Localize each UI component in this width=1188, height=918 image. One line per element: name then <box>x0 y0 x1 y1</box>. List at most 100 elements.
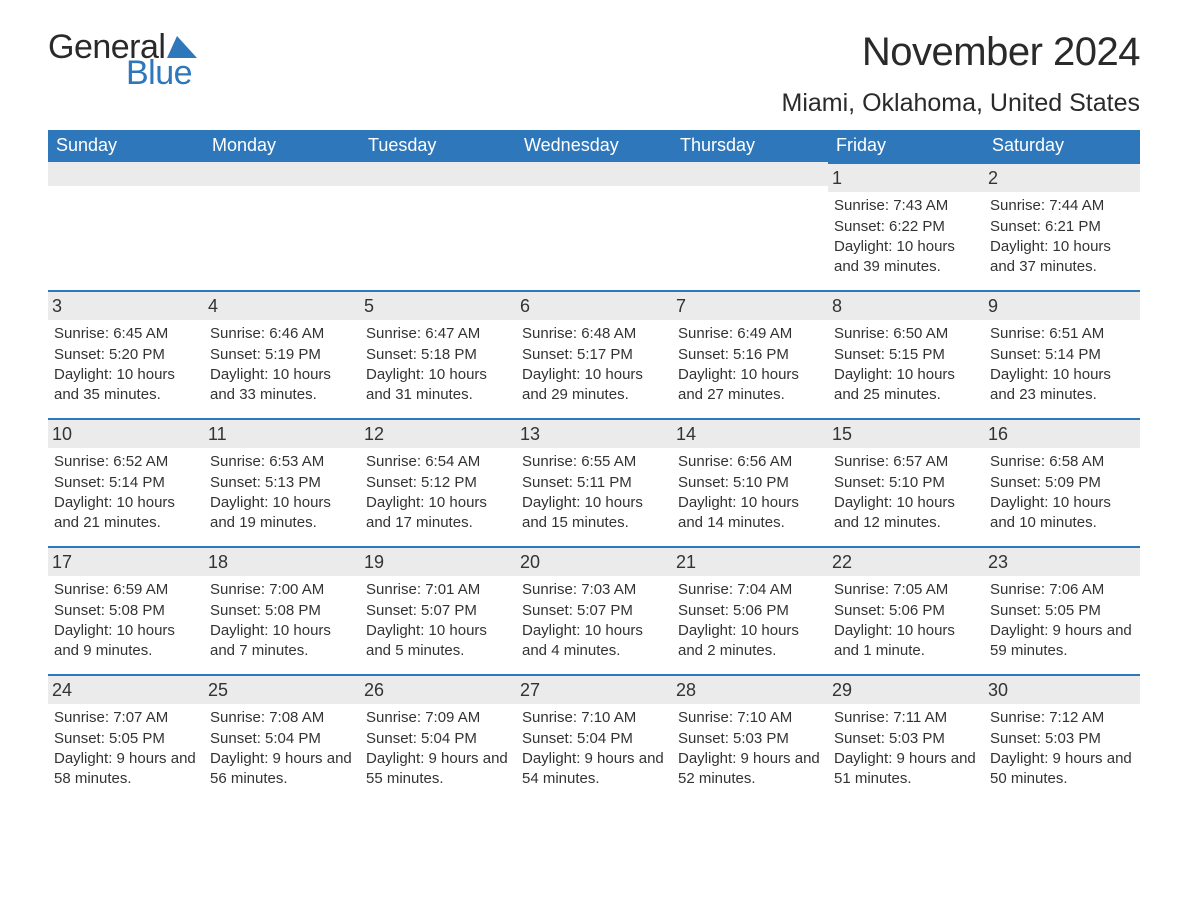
weekday-header: Tuesday <box>360 130 516 162</box>
sunrise-line: Sunrise: 7:05 AM <box>834 580 978 600</box>
day-number: 4 <box>204 290 360 320</box>
daylight-line: Daylight: 10 hours and 1 minute. <box>834 621 978 662</box>
calendar-day-cell: 18Sunrise: 7:00 AMSunset: 5:08 PMDayligh… <box>204 546 360 674</box>
calendar-day-cell: 3Sunrise: 6:45 AMSunset: 5:20 PMDaylight… <box>48 290 204 418</box>
calendar-empty-cell <box>48 162 204 290</box>
daylight-line: Daylight: 10 hours and 31 minutes. <box>366 365 510 406</box>
sunrise-line: Sunrise: 7:44 AM <box>990 196 1134 216</box>
daylight-line: Daylight: 9 hours and 59 minutes. <box>990 621 1134 662</box>
sunset-line: Sunset: 5:16 PM <box>678 345 822 365</box>
calendar-empty-cell <box>672 162 828 290</box>
calendar-empty-cell <box>360 162 516 290</box>
daylight-line: Daylight: 10 hours and 17 minutes. <box>366 493 510 534</box>
sunrise-line: Sunrise: 6:52 AM <box>54 452 198 472</box>
calendar-day-cell: 6Sunrise: 6:48 AMSunset: 5:17 PMDaylight… <box>516 290 672 418</box>
day-number: 14 <box>672 418 828 448</box>
sunset-line: Sunset: 6:22 PM <box>834 217 978 237</box>
sunset-line: Sunset: 5:03 PM <box>834 729 978 749</box>
calendar-day-cell: 11Sunrise: 6:53 AMSunset: 5:13 PMDayligh… <box>204 418 360 546</box>
day-number: 11 <box>204 418 360 448</box>
calendar-day-cell: 27Sunrise: 7:10 AMSunset: 5:04 PMDayligh… <box>516 674 672 802</box>
sunset-line: Sunset: 5:07 PM <box>522 601 666 621</box>
calendar-day-cell: 5 Sunrise: 6:47 AMSunset: 5:18 PMDaylight… <box>360 290 516 418</box>
sunrise-line: Sunrise: 7:07 AM <box>54 708 198 728</box>
day-number: 26 <box>360 674 516 704</box>
daylight-line: Daylight: 10 hours and 14 minutes. <box>678 493 822 534</box>
calendar-week-row: 3Sunrise: 6:45 AMSunset: 5:20 PMDaylight… <box>48 290 1140 418</box>
calendar-day-cell: 17Sunrise: 6:59 AMSunset: 5:08 PMDayligh… <box>48 546 204 674</box>
day-number: 5 <box>360 290 516 320</box>
sunset-line: Sunset: 5:05 PM <box>990 601 1134 621</box>
empty-day-bar <box>360 162 516 186</box>
daylight-line: Daylight: 9 hours and 54 minutes. <box>522 749 666 790</box>
sunrise-line: Sunrise: 7:06 AM <box>990 580 1134 600</box>
empty-day-bar <box>204 162 360 186</box>
calendar-week-row: 1Sunrise: 7:43 AMSunset: 6:22 PMDaylight… <box>48 162 1140 290</box>
sunrise-line: Sunrise: 6:57 AM <box>834 452 978 472</box>
calendar-day-cell: 1Sunrise: 7:43 AMSunset: 6:22 PMDaylight… <box>828 162 984 290</box>
day-number: 10 <box>48 418 204 448</box>
sunset-line: Sunset: 5:03 PM <box>990 729 1134 749</box>
sunrise-line: Sunrise: 6:53 AM <box>210 452 354 472</box>
daylight-line: Daylight: 9 hours and 58 minutes. <box>54 749 198 790</box>
sunrise-line: Sunrise: 6:47 AM <box>366 324 510 344</box>
weekday-header: Thursday <box>672 130 828 162</box>
daylight-line: Daylight: 10 hours and 29 minutes. <box>522 365 666 406</box>
weekday-header: Wednesday <box>516 130 672 162</box>
day-number: 25 <box>204 674 360 704</box>
sunrise-line: Sunrise: 6:51 AM <box>990 324 1134 344</box>
calendar-day-cell: 24Sunrise: 7:07 AMSunset: 5:05 PMDayligh… <box>48 674 204 802</box>
sunset-line: Sunset: 5:06 PM <box>678 601 822 621</box>
brand-word-2: Blue <box>126 56 197 90</box>
calendar-day-cell: 4Sunrise: 6:46 AMSunset: 5:19 PMDaylight… <box>204 290 360 418</box>
sunrise-line: Sunrise: 6:46 AM <box>210 324 354 344</box>
sunrise-line: Sunrise: 6:56 AM <box>678 452 822 472</box>
calendar-day-cell: 19Sunrise: 7:01 AMSunset: 5:07 PMDayligh… <box>360 546 516 674</box>
calendar-week-row: 17Sunrise: 6:59 AMSunset: 5:08 PMDayligh… <box>48 546 1140 674</box>
sunset-line: Sunset: 5:18 PM <box>366 345 510 365</box>
sunrise-line: Sunrise: 7:43 AM <box>834 196 978 216</box>
day-number: 24 <box>48 674 204 704</box>
daylight-line: Daylight: 10 hours and 9 minutes. <box>54 621 198 662</box>
daylight-line: Daylight: 10 hours and 19 minutes. <box>210 493 354 534</box>
weekday-header: Friday <box>828 130 984 162</box>
empty-day-bar <box>672 162 828 186</box>
day-number: 16 <box>984 418 1140 448</box>
weekday-header-row: SundayMondayTuesdayWednesdayThursdayFrid… <box>48 130 1140 162</box>
calendar-grid: SundayMondayTuesdayWednesdayThursdayFrid… <box>48 130 1140 802</box>
daylight-line: Daylight: 10 hours and 27 minutes. <box>678 365 822 406</box>
day-number: 18 <box>204 546 360 576</box>
sunrise-line: Sunrise: 6:45 AM <box>54 324 198 344</box>
daylight-line: Daylight: 10 hours and 15 minutes. <box>522 493 666 534</box>
calendar-day-cell: 28Sunrise: 7:10 AMSunset: 5:03 PMDayligh… <box>672 674 828 802</box>
sunset-line: Sunset: 5:04 PM <box>210 729 354 749</box>
day-number: 7 <box>672 290 828 320</box>
sunset-line: Sunset: 5:11 PM <box>522 473 666 493</box>
day-number: 22 <box>828 546 984 576</box>
day-number: 27 <box>516 674 672 704</box>
sunset-line: Sunset: 5:07 PM <box>366 601 510 621</box>
calendar-day-cell: 21Sunrise: 7:04 AMSunset: 5:06 PMDayligh… <box>672 546 828 674</box>
daylight-line: Daylight: 9 hours and 50 minutes. <box>990 749 1134 790</box>
calendar-empty-cell <box>516 162 672 290</box>
day-number: 6 <box>516 290 672 320</box>
sunrise-line: Sunrise: 6:54 AM <box>366 452 510 472</box>
calendar-day-cell: 10 Sunrise: 6:52 AMSunset: 5:14 PMDayligh… <box>48 418 204 546</box>
sunset-line: Sunset: 5:15 PM <box>834 345 978 365</box>
calendar-day-cell: 8Sunrise: 6:50 AMSunset: 5:15 PMDaylight… <box>828 290 984 418</box>
sunset-line: Sunset: 5:14 PM <box>54 473 198 493</box>
sunset-line: Sunset: 5:19 PM <box>210 345 354 365</box>
calendar-day-cell: 25Sunrise: 7:08 AMSunset: 5:04 PMDayligh… <box>204 674 360 802</box>
calendar-day-cell: 9Sunrise: 6:51 AMSunset: 5:14 PMDaylight… <box>984 290 1140 418</box>
sunrise-line: Sunrise: 7:04 AM <box>678 580 822 600</box>
daylight-line: Daylight: 10 hours and 37 minutes. <box>990 237 1134 278</box>
calendar-week-row: 24Sunrise: 7:07 AMSunset: 5:05 PMDayligh… <box>48 674 1140 802</box>
daylight-line: Daylight: 10 hours and 21 minutes. <box>54 493 198 534</box>
calendar-day-cell: 13Sunrise: 6:55 AMSunset: 5:11 PMDayligh… <box>516 418 672 546</box>
sunset-line: Sunset: 5:14 PM <box>990 345 1134 365</box>
daylight-line: Daylight: 10 hours and 12 minutes. <box>834 493 978 534</box>
daylight-line: Daylight: 9 hours and 56 minutes. <box>210 749 354 790</box>
sunset-line: Sunset: 5:20 PM <box>54 345 198 365</box>
calendar-day-cell: 30Sunrise: 7:12 AMSunset: 5:03 PMDayligh… <box>984 674 1140 802</box>
sunset-line: Sunset: 5:06 PM <box>834 601 978 621</box>
